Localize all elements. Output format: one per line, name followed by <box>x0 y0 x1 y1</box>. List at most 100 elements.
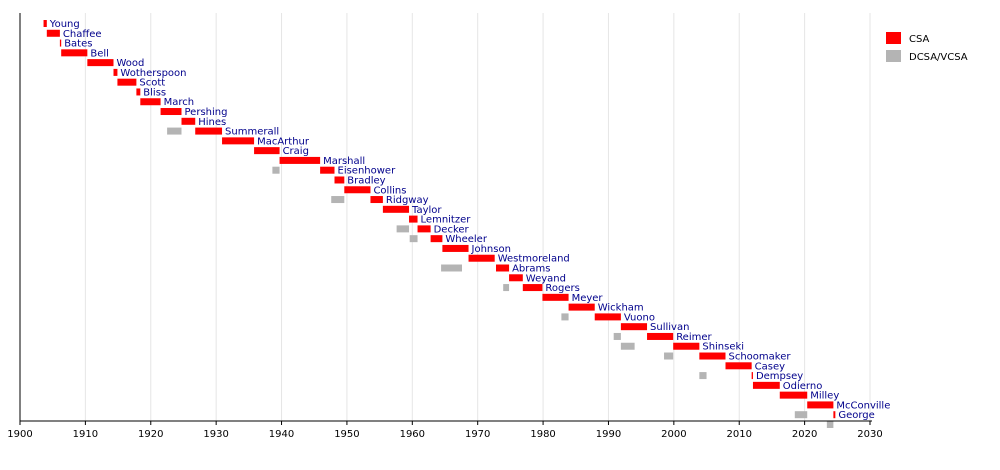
bar-label: Decker <box>434 224 470 235</box>
bar-label: Shinseki <box>702 342 744 353</box>
bars <box>43 20 836 428</box>
csa-bar <box>344 186 371 194</box>
bar-label: Bradley <box>347 175 385 186</box>
csa-bar <box>370 196 383 204</box>
vcsa-bar <box>167 127 182 135</box>
bar-label: Marshall <box>323 156 365 167</box>
csa-bar <box>417 225 431 233</box>
csa-bar <box>833 411 836 419</box>
csa-bar <box>594 313 621 321</box>
csa-bar <box>620 323 648 331</box>
bar-label: MacArthur <box>257 136 310 147</box>
csa-bar <box>751 372 753 380</box>
bar-label: Johnson <box>471 244 511 255</box>
x-tick-label: 2020 <box>792 429 817 440</box>
bar-label: Schoomaker <box>729 352 792 363</box>
csa-bar <box>522 284 543 292</box>
vcsa-bar <box>503 284 510 292</box>
vcsa-bar <box>331 196 345 204</box>
vcsa-bar <box>441 264 462 272</box>
vcsa-bar <box>613 332 621 340</box>
bar-label: Bates <box>64 39 92 50</box>
bar-label: Sullivan <box>650 322 689 333</box>
csa-bar <box>46 29 60 37</box>
vcsa-bar <box>272 166 280 174</box>
x-tick-label: 1970 <box>465 429 490 440</box>
csa-bar <box>254 147 280 155</box>
x-tick-label: 2030 <box>857 429 882 440</box>
csa-bar <box>87 59 114 67</box>
bar-label: Lemnitzer <box>421 215 472 226</box>
csa-bar <box>496 264 510 272</box>
csa-bar <box>779 391 808 399</box>
bar-label: Wickham <box>598 303 644 314</box>
legend: CSA DCSA/VCSA <box>886 32 968 63</box>
bar-label: Pershing <box>185 107 228 118</box>
csa-bar <box>160 108 182 116</box>
csa-bar <box>430 235 443 243</box>
bar-label: Collins <box>373 185 406 196</box>
csa-bar <box>59 39 62 47</box>
vcsa-bar <box>409 235 418 243</box>
bar-label: Rogers <box>545 283 579 294</box>
bar-label: Abrams <box>512 264 550 275</box>
vcsa-bar <box>794 411 808 419</box>
x-tick-label: 1980 <box>530 429 555 440</box>
vcsa-bar <box>664 352 674 360</box>
csa-bar <box>320 166 335 174</box>
csa-bar <box>725 362 752 370</box>
bar-label: Milley <box>810 391 839 402</box>
bar-label: Young <box>49 19 80 30</box>
vcsa-bar <box>699 372 707 380</box>
csa-bar <box>382 205 410 213</box>
csa-bar <box>752 381 780 389</box>
csa-bar <box>568 303 595 311</box>
vcsa-bar <box>826 420 834 428</box>
csa-bar <box>43 20 47 27</box>
csa-bar <box>699 352 726 360</box>
bar-label: Weyand <box>526 273 566 284</box>
csa-bar <box>409 215 418 223</box>
csa-bar <box>140 98 161 106</box>
csa-bar <box>181 117 196 125</box>
vcsa-bar <box>396 225 410 233</box>
bar-label: McConville <box>836 400 890 411</box>
csa-bar <box>673 342 700 350</box>
bar-label: Wotherspoon <box>120 68 186 79</box>
bar-label: Scott <box>139 78 165 89</box>
bar-label: Casey <box>755 361 785 372</box>
bar-label: Meyer <box>572 293 604 304</box>
csa-bar <box>61 49 88 57</box>
bar-label: Summerall <box>225 127 279 138</box>
legend-swatch-vcsa <box>886 50 901 62</box>
bar-label: Bell <box>90 48 109 59</box>
bar-label: Reimer <box>676 332 712 343</box>
legend-label-csa: CSA <box>909 34 930 45</box>
csa-bar <box>222 137 255 145</box>
bar-label: March <box>164 97 194 108</box>
bar-label: Craig <box>283 146 309 157</box>
bar-label: Wheeler <box>445 234 487 245</box>
x-tick-label: 1940 <box>269 429 294 440</box>
csa-bar <box>509 274 523 282</box>
bar-label: Chaffee <box>63 29 102 40</box>
csa-bar <box>468 254 495 262</box>
csa-bar <box>647 332 674 340</box>
vcsa-bar <box>561 313 569 321</box>
bar-label: Odierno <box>783 381 823 392</box>
bar-label: Vuono <box>624 312 655 323</box>
csa-bar <box>542 293 569 301</box>
csa-bar <box>195 127 223 135</box>
x-tick-label: 1920 <box>138 429 163 440</box>
legend-swatch-csa <box>886 32 901 44</box>
bar-label: Hines <box>198 117 226 128</box>
x-tick-label: 1910 <box>73 429 98 440</box>
vcsa-bar <box>620 342 635 350</box>
bar-label: Dempsey <box>756 371 803 382</box>
x-tick-label: 1950 <box>334 429 359 440</box>
legend-label-vcsa: DCSA/VCSA <box>909 52 968 63</box>
bar-label: Wood <box>117 58 145 69</box>
bar-label: George <box>838 410 874 421</box>
axes <box>19 13 872 422</box>
